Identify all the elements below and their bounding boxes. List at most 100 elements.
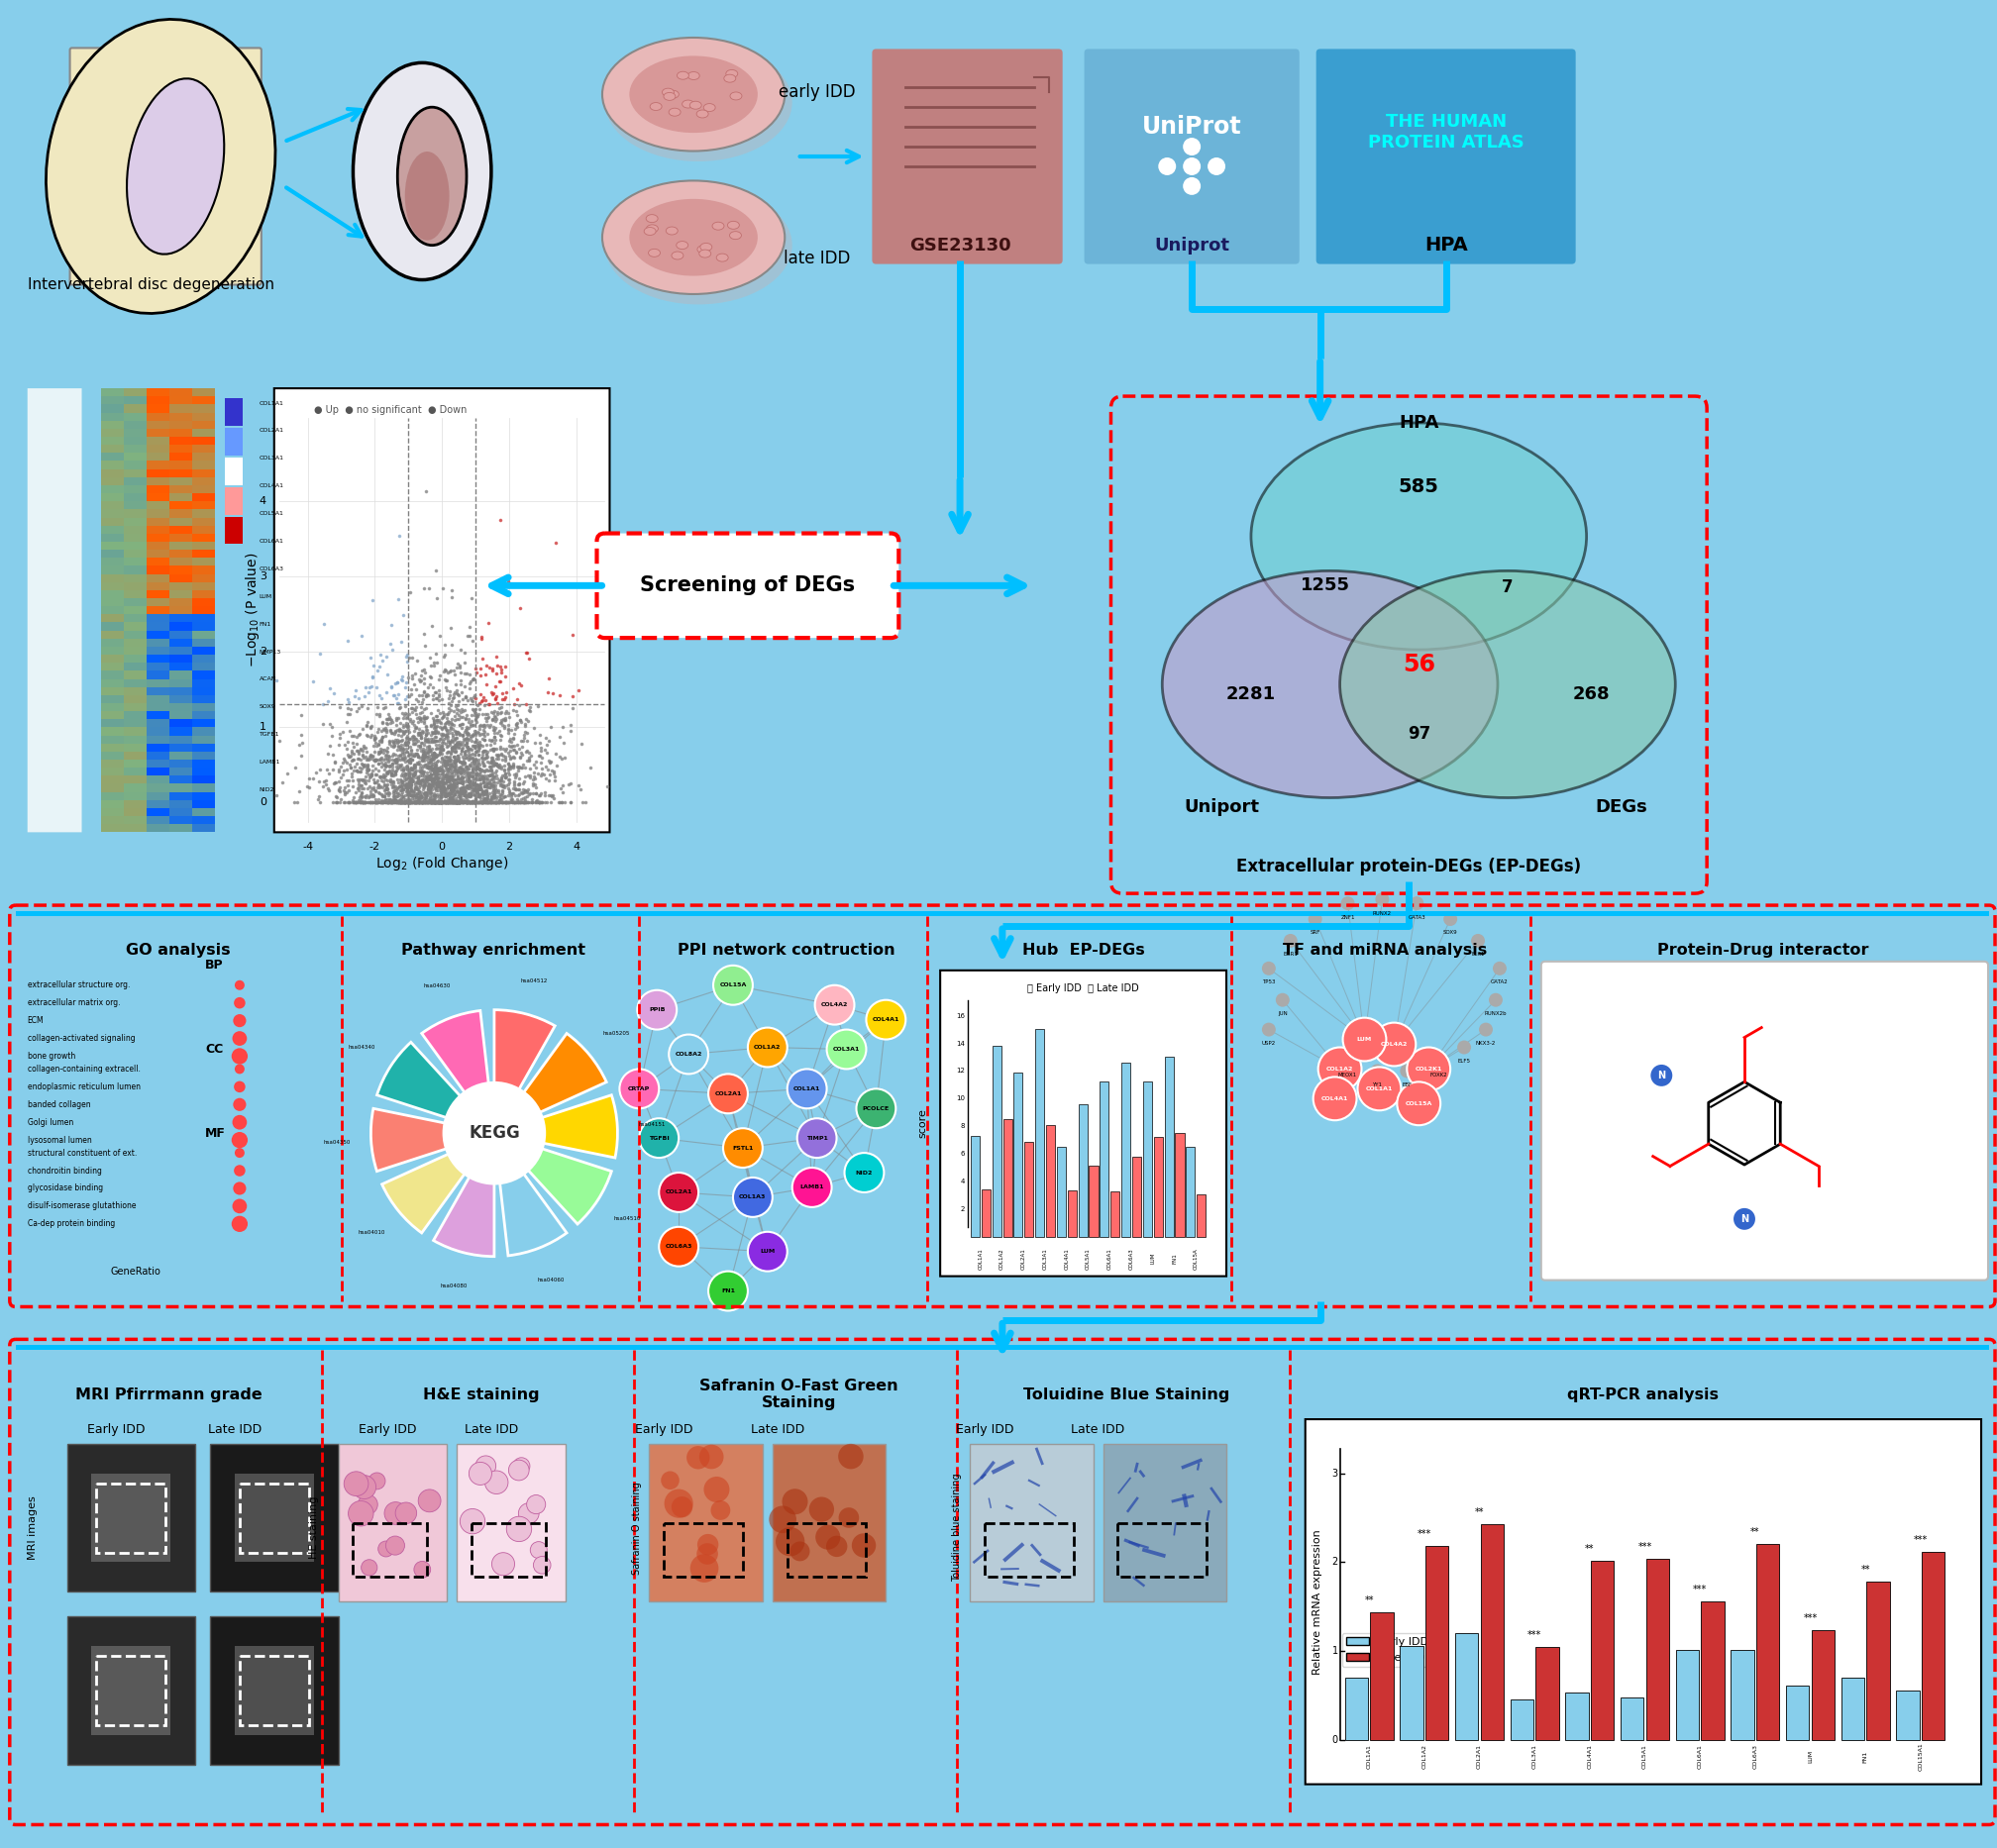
Text: COL1A2: COL1A2 [1000, 1247, 1004, 1270]
Point [423, 787, 455, 817]
Point [455, 769, 487, 798]
FancyBboxPatch shape [1306, 1419, 1981, 1783]
Point [399, 772, 431, 802]
Point [517, 771, 549, 800]
Point [449, 787, 481, 817]
Point [353, 772, 385, 802]
Point [429, 710, 461, 739]
Point [487, 771, 519, 800]
Text: SRF: SRF [1310, 930, 1320, 935]
Point [381, 787, 413, 817]
Point [507, 769, 539, 798]
Point [419, 715, 451, 745]
Point [481, 748, 513, 778]
Point [343, 739, 375, 769]
Point [399, 699, 431, 728]
Point [421, 758, 453, 787]
Point [461, 760, 493, 789]
Point [367, 787, 399, 817]
Point [433, 784, 465, 813]
Point [371, 787, 403, 817]
Point [465, 787, 497, 817]
Ellipse shape [603, 181, 785, 294]
Point [359, 747, 391, 776]
Ellipse shape [677, 242, 689, 249]
Point [395, 745, 427, 774]
Point [469, 787, 501, 817]
Point [469, 787, 501, 817]
Point [465, 787, 497, 817]
Bar [102, 719, 124, 728]
Point [449, 695, 481, 724]
Point [381, 772, 413, 802]
Point [403, 782, 435, 811]
Point [304, 787, 335, 817]
Bar [170, 808, 192, 817]
Circle shape [815, 985, 855, 1024]
Point [455, 667, 487, 697]
Bar [787, 1523, 867, 1576]
Point [419, 726, 451, 756]
Point [445, 785, 477, 815]
Point [457, 776, 489, 806]
Point [457, 663, 489, 693]
Point [387, 774, 419, 804]
Point [413, 743, 445, 772]
Point [517, 778, 549, 808]
Bar [236, 1473, 314, 1562]
Point [447, 765, 479, 795]
Point [467, 763, 499, 793]
Point [363, 726, 395, 756]
Ellipse shape [717, 253, 729, 262]
Point [467, 745, 499, 774]
Point [443, 734, 475, 763]
Point [383, 708, 415, 737]
Bar [16, 1345, 1989, 1351]
Point [379, 745, 411, 774]
Point [371, 772, 403, 802]
Point [326, 752, 357, 782]
Point [405, 680, 437, 710]
Point [457, 756, 489, 785]
Bar [102, 541, 124, 549]
Point [421, 767, 453, 796]
Point [481, 719, 513, 748]
Point [365, 724, 397, 754]
Point [419, 756, 451, 785]
Point [419, 719, 451, 748]
Point [483, 765, 515, 795]
Point [429, 778, 461, 808]
Point [463, 780, 495, 809]
Point [479, 787, 511, 817]
Point [425, 787, 457, 817]
Point [443, 752, 475, 782]
Text: COL1A1: COL1A1 [1366, 1745, 1372, 1769]
Point [403, 787, 435, 817]
Point [347, 750, 379, 780]
Point [437, 713, 469, 743]
Point [375, 765, 407, 795]
Point [431, 761, 463, 791]
Point [455, 748, 487, 778]
Point [332, 767, 363, 796]
Point [427, 756, 459, 785]
Point [381, 787, 413, 817]
Point [455, 787, 487, 817]
Point [485, 684, 517, 713]
Point [389, 787, 421, 817]
Point [403, 680, 435, 710]
Point [475, 760, 507, 789]
Point [363, 639, 395, 669]
Point [395, 754, 427, 784]
Point [284, 776, 316, 806]
Point [373, 752, 405, 782]
Circle shape [361, 1560, 377, 1576]
Point [447, 726, 479, 756]
Point [381, 787, 413, 817]
Point [425, 713, 457, 743]
Point [397, 761, 429, 791]
Circle shape [236, 979, 244, 991]
Point [415, 787, 447, 817]
Point [473, 787, 505, 817]
Point [543, 723, 575, 752]
